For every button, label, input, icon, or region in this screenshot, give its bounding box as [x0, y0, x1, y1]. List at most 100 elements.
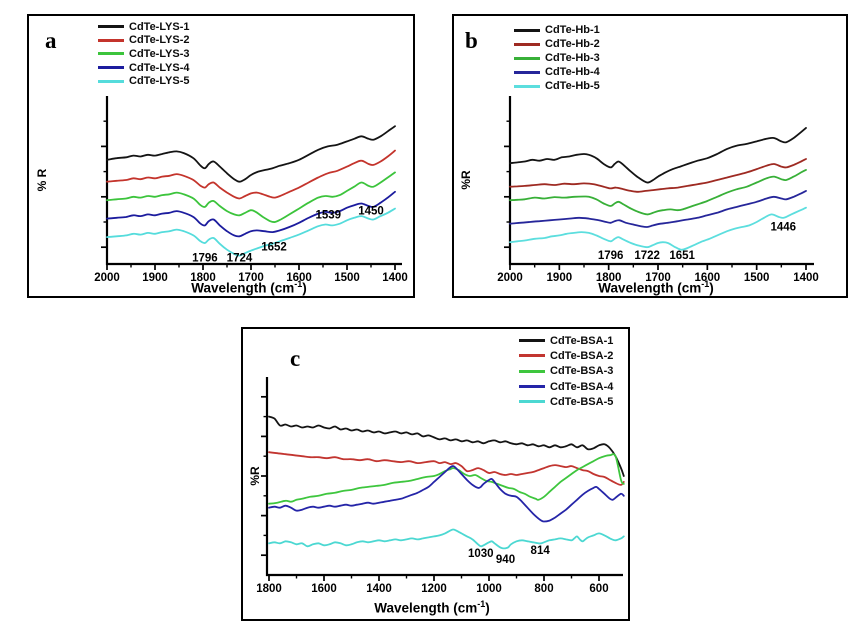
x-tick-label: 1700: [645, 272, 671, 284]
legend-label: CdTe-BSA-4: [550, 380, 614, 393]
legend-label: CdTe-BSA-5: [550, 395, 614, 408]
legend-line-swatch: [98, 79, 124, 83]
legend-item-CdTe-BSA-2: CdTe-BSA-2: [519, 348, 613, 363]
xlabel-sup: -1: [294, 279, 303, 289]
series-line-CdTe-Hb-2: [509, 158, 807, 193]
panel-a: 2000 1900 1800 1700 1600 1500 1400 1796 1724 1652…: [27, 14, 415, 298]
x-tick-label: 1500: [334, 272, 360, 284]
xlabel-text: Wavelength (cm: [374, 600, 478, 616]
peak-annotation: 1030: [468, 548, 494, 560]
legend-b: CdTe-Hb-1 CdTe-Hb-2 CdTe-Hb-3 CdTe-Hb-4 CdTe…: [514, 23, 600, 93]
series-line-CdTe-LYS-4: [106, 190, 396, 238]
peak-annotation: 1446: [771, 221, 797, 233]
ylabel-b: %R: [459, 170, 473, 190]
ylabel-c: %R: [248, 466, 262, 486]
legend-line-swatch: [514, 42, 540, 46]
legend-label: CdTe-LYS-5: [129, 75, 190, 88]
legend-line-swatch: [519, 400, 545, 404]
series-line-CdTe-LYS-2: [106, 149, 396, 200]
series-line-CdTe-BSA-2: [268, 451, 625, 486]
legend-label: CdTe-Hb-3: [545, 52, 600, 64]
legend-label: CdTe-BSA-2: [550, 349, 614, 362]
series-line-CdTe-BSA-4: [268, 465, 625, 523]
series-line-CdTe-BSA-5: [268, 528, 625, 550]
series-line-CdTe-LYS-3: [106, 171, 396, 224]
series-line-CdTe-LYS-5: [106, 207, 396, 257]
x-tick-label: 1800: [256, 583, 282, 595]
x-tick-label: 1500: [744, 272, 770, 284]
x-tick-label: 2000: [497, 272, 523, 284]
xlabel-a: Wavelength (cm-1): [85, 279, 413, 296]
series-line-CdTe-Hb-3: [509, 169, 807, 216]
spectra-plot-b: 2000 1900 1800 1700 1600 1500 1400 1796 1722 1651…: [497, 96, 819, 284]
legend-item-CdTe-Hb-2: CdTe-Hb-2: [514, 37, 600, 51]
legend-line-swatch: [98, 66, 124, 70]
legend-item-CdTe-BSA-5: CdTe-BSA-5: [519, 394, 613, 409]
legend-item-CdTe-BSA-3: CdTe-BSA-3: [519, 364, 613, 379]
x-tick-label: 1400: [366, 583, 392, 595]
legend-item-CdTe-LYS-3: CdTe-LYS-3: [98, 47, 190, 61]
legend-item-CdTe-Hb-5: CdTe-Hb-5: [514, 79, 600, 93]
legend-line-swatch: [519, 339, 545, 343]
legend-label: CdTe-BSA-3: [550, 365, 614, 378]
x-tick-label: 1600: [311, 583, 337, 595]
xlabel-text: Wavelength (cm: [598, 280, 702, 296]
x-tick-label: 1200: [421, 583, 447, 595]
legend-line-swatch: [98, 52, 124, 56]
x-tick-label: 2000: [94, 272, 120, 284]
panel-letter-a: a: [45, 28, 57, 53]
series-line-CdTe-BSA-3: [268, 453, 625, 505]
xlabel-close: ): [302, 280, 307, 296]
panel-c: 1800 1600 1400 1200 1000 800 600 1030 940 814 c C…: [241, 327, 630, 621]
xlabel-b: Wavelength (cm-1): [466, 279, 846, 296]
series-line-CdTe-Hb-4: [509, 190, 807, 228]
panel-letter-b: b: [465, 28, 478, 53]
legend-item-CdTe-LYS-5: CdTe-LYS-5: [98, 74, 190, 88]
legend-item-CdTe-Hb-1: CdTe-Hb-1: [514, 23, 600, 37]
legend-item-CdTe-LYS-4: CdTe-LYS-4: [98, 61, 190, 75]
peak-annotation: 814: [531, 545, 551, 557]
spectra-plot-a: 2000 1900 1800 1700 1600 1500 1400 1796 1724 1652…: [94, 96, 408, 284]
legend-label: CdTe-Hb-4: [545, 66, 600, 78]
legend-label: CdTe-BSA-1: [550, 334, 614, 347]
x-tick-label: 1900: [142, 272, 168, 284]
legend-item-CdTe-Hb-4: CdTe-Hb-4: [514, 65, 600, 79]
legend-item-CdTe-Hb-3: CdTe-Hb-3: [514, 51, 600, 65]
panel-b: 2000 1900 1800 1700 1600 1500 1400 1796 1722 1651…: [452, 14, 848, 298]
peak-annotation: 1796: [598, 250, 624, 262]
ylabel-a: % R: [35, 168, 49, 192]
legend-label: CdTe-Hb-1: [545, 24, 600, 36]
x-tick-label: 1700: [238, 272, 264, 284]
legend-item-CdTe-BSA-4: CdTe-BSA-4: [519, 379, 613, 394]
series-line-CdTe-LYS-1: [106, 125, 396, 183]
legend-line-swatch: [514, 28, 540, 32]
legend-line-swatch: [98, 38, 124, 42]
spectra-plot-c: 1800 1600 1400 1200 1000 800 600 1030 940 814: [256, 377, 625, 595]
x-tick-label: 1600: [286, 272, 312, 284]
legend-item-CdTe-BSA-1: CdTe-BSA-1: [519, 333, 613, 348]
x-tick-label: 600: [589, 583, 608, 595]
legend-label: CdTe-LYS-4: [129, 61, 190, 74]
legend-line-swatch: [514, 70, 540, 74]
x-tick-label: 1600: [695, 272, 721, 284]
legend-line-swatch: [519, 385, 545, 389]
legend-label: CdTe-LYS-3: [129, 47, 190, 60]
legend-label: CdTe-LYS-2: [129, 34, 190, 47]
legend-label: CdTe-Hb-5: [545, 80, 600, 92]
series-line-CdTe-Hb-1: [509, 127, 807, 184]
x-tick-label: 1400: [382, 272, 408, 284]
legend-line-swatch: [98, 25, 124, 29]
x-tick-label: 1800: [596, 272, 622, 284]
legend-a: CdTe-LYS-1 CdTe-LYS-2 CdTe-LYS-3 CdTe-LYS-4…: [98, 20, 190, 88]
xlabel-c: Wavelength (cm-1): [243, 599, 621, 616]
xlabel-close: ): [709, 280, 714, 296]
peak-annotation: 1722: [634, 250, 660, 262]
legend-item-CdTe-LYS-1: CdTe-LYS-1: [98, 20, 190, 34]
peak-annotation: 1796: [192, 252, 218, 264]
legend-label: CdTe-Hb-2: [545, 38, 600, 50]
peak-annotation: 1539: [315, 210, 341, 222]
x-tick-label: 1000: [476, 583, 502, 595]
series-line-CdTe-Hb-5: [509, 206, 807, 251]
xlabel-sup: -1: [701, 279, 710, 289]
